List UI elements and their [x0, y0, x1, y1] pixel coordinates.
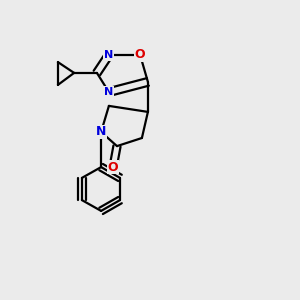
Text: N: N [104, 87, 113, 97]
Text: O: O [135, 48, 146, 62]
Text: O: O [108, 160, 118, 174]
Text: N: N [104, 50, 113, 60]
Text: N: N [96, 125, 106, 139]
